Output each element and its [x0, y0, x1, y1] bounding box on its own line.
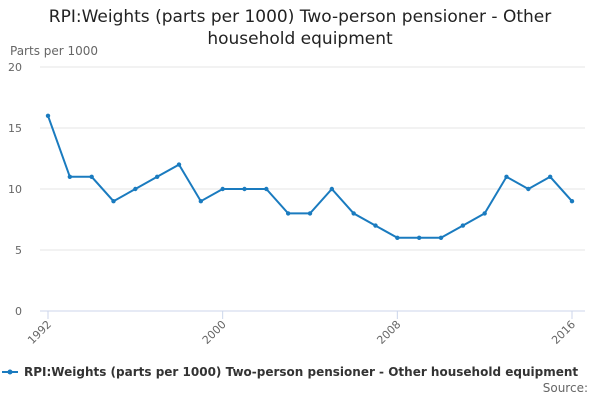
legend-label: RPI:Weights (parts per 1000) Two-person … — [24, 365, 578, 379]
legend-symbol — [7, 369, 13, 375]
data-point — [482, 211, 487, 216]
data-point — [264, 186, 269, 192]
data-point — [198, 199, 204, 204]
data-point — [329, 186, 335, 192]
y-axis-label: Parts per 1000 — [10, 44, 98, 58]
data-point — [526, 186, 531, 192]
chart-title: RPI:Weights (parts per 1000) Two-person … — [48, 7, 552, 49]
data-point — [569, 199, 575, 204]
y-tick-label: 5 — [15, 244, 22, 257]
data-point — [416, 235, 422, 240]
source: Source: — [543, 381, 588, 395]
data-point — [89, 174, 94, 179]
data-point — [547, 174, 553, 179]
data-point — [242, 186, 247, 192]
y-tick-label: 0 — [15, 305, 22, 318]
data-point — [67, 174, 73, 179]
data-point — [460, 223, 466, 228]
data-point — [45, 113, 51, 119]
x-tick-label: 2008 — [374, 318, 403, 347]
data-point — [133, 186, 138, 192]
data-point — [220, 186, 225, 192]
data-point — [176, 162, 182, 167]
data-point — [111, 199, 116, 204]
data-point — [285, 211, 291, 216]
y-tick-label: 15 — [8, 122, 22, 135]
data-point — [351, 211, 356, 216]
data-point — [373, 223, 378, 228]
x-tick-label: 2016 — [549, 318, 578, 347]
data-point — [438, 235, 444, 240]
series-line — [47, 115, 573, 239]
x-tick-label: 2000 — [200, 318, 229, 347]
y-tick-label: 10 — [8, 183, 22, 196]
y-tick-label: 20 — [8, 61, 22, 74]
data-point — [395, 235, 400, 240]
data-point — [307, 211, 313, 216]
data-point — [504, 174, 509, 179]
data-point — [154, 174, 160, 179]
x-tick-label: 1992 — [25, 318, 54, 347]
